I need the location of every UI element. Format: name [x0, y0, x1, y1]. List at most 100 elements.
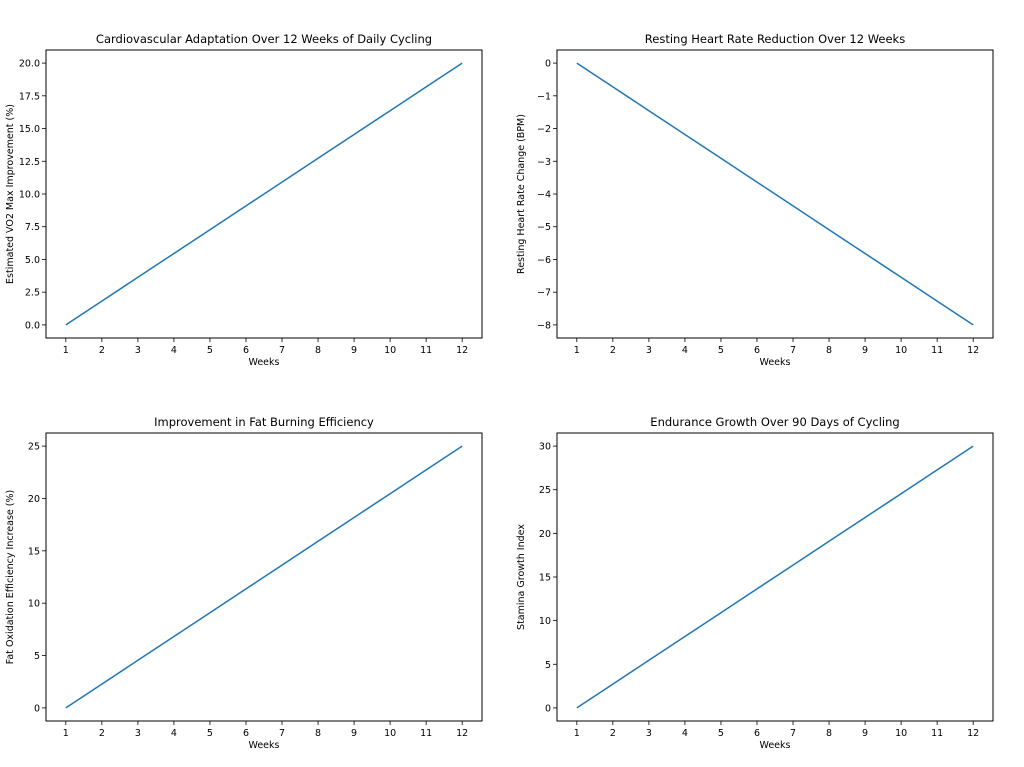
y-tick-label: 12.5	[19, 157, 40, 168]
y-tick-label: 5.0	[25, 255, 40, 266]
x-tick-label: 6	[243, 728, 249, 739]
x-tick-label: 2	[610, 728, 616, 739]
chart-title: Resting Heart Rate Reduction Over 12 Wee…	[645, 32, 905, 46]
x-tick-label: 3	[646, 345, 652, 356]
x-tick-label: 8	[826, 345, 832, 356]
x-tick-label: 1	[574, 728, 580, 739]
chart-title: Improvement in Fat Burning Efficiency	[154, 415, 374, 429]
y-tick-label: −3	[537, 157, 551, 168]
x-tick-label: 3	[646, 728, 652, 739]
x-axis-label: Weeks	[249, 357, 280, 368]
x-tick-label: 11	[420, 728, 432, 739]
x-tick-label: 8	[315, 728, 321, 739]
x-tick-label: 7	[279, 345, 285, 356]
axes-frame	[45, 432, 483, 722]
y-tick-label: 10	[539, 616, 551, 627]
x-tick-label: 9	[862, 728, 868, 739]
x-tick-label: 1	[63, 345, 69, 356]
y-tick-label: 25	[28, 442, 40, 453]
y-tick-label: 0	[545, 59, 551, 70]
x-tick-label: 4	[682, 728, 688, 739]
x-tick-label: 9	[351, 728, 357, 739]
series-line	[65, 445, 463, 709]
chart-title: Endurance Growth Over 90 Days of Cycling	[650, 415, 899, 429]
y-tick-label: 15.0	[19, 124, 40, 135]
x-tick-label: 2	[99, 345, 105, 356]
x-tick-label: 11	[420, 345, 432, 356]
y-tick-label: 15	[28, 546, 40, 557]
y-tick-label: 20.0	[19, 59, 40, 70]
x-tick-label: 10	[384, 345, 396, 356]
chart-panel: Endurance Growth Over 90 Days of Cycling…	[516, 415, 994, 751]
y-axis-label: Resting Heart Rate Change (BPM)	[516, 114, 527, 274]
x-tick-label: 12	[967, 345, 979, 356]
y-tick-label: −1	[537, 91, 551, 102]
y-tick-label: −7	[537, 288, 551, 299]
y-axis-label: Fat Oxidation Efficiency Increase (%)	[5, 490, 16, 664]
x-tick-label: 5	[207, 345, 213, 356]
x-tick-label: 5	[207, 728, 213, 739]
x-tick-label: 3	[135, 345, 141, 356]
y-tick-label: 2.5	[25, 288, 40, 299]
y-tick-label: 20	[539, 529, 551, 540]
y-tick-label: −8	[537, 320, 551, 331]
x-tick-label: 1	[63, 728, 69, 739]
series-line	[576, 445, 974, 709]
y-tick-label: 10	[28, 599, 40, 610]
x-tick-label: 12	[967, 728, 979, 739]
y-tick-label: 5	[545, 660, 551, 671]
chart-panel: Resting Heart Rate Reduction Over 12 Wee…	[516, 32, 994, 368]
series-line	[576, 62, 974, 326]
y-axis-label: Estimated VO2 Max Improvement (%)	[5, 104, 16, 284]
x-tick-label: 10	[895, 345, 907, 356]
x-tick-label: 7	[279, 728, 285, 739]
y-tick-label: 0.0	[25, 320, 40, 331]
x-tick-label: 4	[682, 345, 688, 356]
x-tick-label: 12	[456, 728, 468, 739]
y-tick-label: 30	[539, 442, 551, 453]
x-tick-label: 11	[931, 728, 943, 739]
y-tick-label: 0	[545, 703, 551, 714]
x-tick-label: 3	[135, 728, 141, 739]
y-tick-label: 15	[539, 573, 551, 584]
y-tick-label: 20	[28, 494, 40, 505]
chart-panel: Cardiovascular Adaptation Over 12 Weeks …	[5, 32, 483, 368]
x-tick-label: 9	[862, 345, 868, 356]
x-tick-label: 8	[826, 728, 832, 739]
x-tick-label: 8	[315, 345, 321, 356]
x-tick-label: 1	[574, 345, 580, 356]
x-tick-label: 5	[718, 345, 724, 356]
y-tick-label: −6	[537, 255, 551, 266]
y-tick-label: 10.0	[19, 190, 40, 201]
chart-title: Cardiovascular Adaptation Over 12 Weeks …	[96, 32, 432, 46]
x-tick-label: 10	[384, 728, 396, 739]
x-tick-label: 2	[610, 345, 616, 356]
x-tick-label: 11	[931, 345, 943, 356]
y-tick-label: 7.5	[25, 222, 40, 233]
x-tick-label: 6	[754, 728, 760, 739]
x-tick-label: 2	[99, 728, 105, 739]
x-axis-label: Weeks	[760, 357, 791, 368]
x-axis-label: Weeks	[760, 740, 791, 751]
y-tick-label: −4	[537, 190, 551, 201]
x-tick-label: 6	[754, 345, 760, 356]
x-tick-label: 5	[718, 728, 724, 739]
y-tick-label: −2	[537, 124, 551, 135]
x-tick-label: 7	[790, 728, 796, 739]
x-tick-label: 4	[171, 345, 177, 356]
x-tick-label: 12	[456, 345, 468, 356]
x-axis-label: Weeks	[249, 740, 280, 751]
y-tick-label: −5	[537, 222, 551, 233]
y-axis-label: Stamina Growth Index	[516, 524, 527, 630]
x-tick-label: 9	[351, 345, 357, 356]
y-tick-label: 5	[34, 651, 40, 662]
y-tick-label: 17.5	[19, 91, 40, 102]
y-tick-label: 25	[539, 485, 551, 496]
x-tick-label: 6	[243, 345, 249, 356]
x-tick-label: 7	[790, 345, 796, 356]
y-tick-label: 0	[34, 703, 40, 714]
x-tick-label: 4	[171, 728, 177, 739]
x-tick-label: 10	[895, 728, 907, 739]
